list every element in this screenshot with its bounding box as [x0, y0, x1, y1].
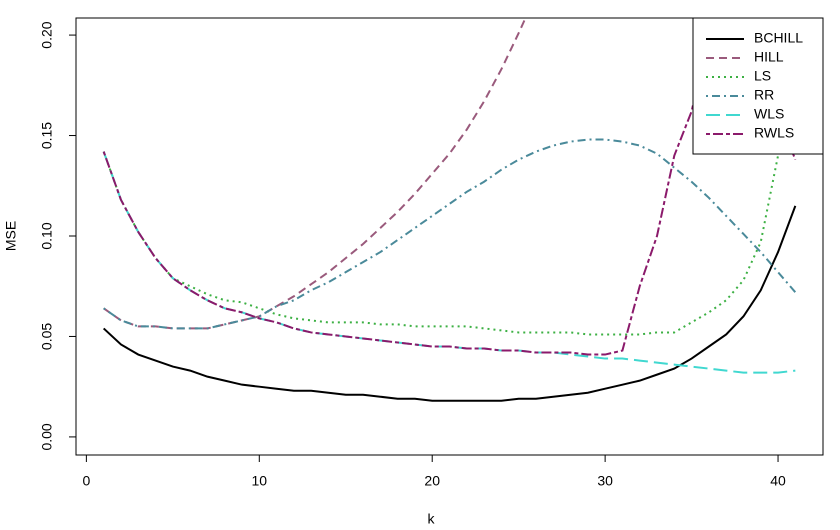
- series-line: [102, 75, 797, 336]
- series-line: [103, 18, 527, 330]
- y-axis-label: MSE: [3, 221, 19, 251]
- lines: [102, 18, 797, 402]
- y-tick-label: 0.10: [39, 222, 55, 249]
- x-tick-label: 40: [770, 473, 786, 489]
- series-line: [103, 138, 797, 330]
- legend-label: WLS: [754, 106, 784, 122]
- legend-label: HILL: [754, 49, 784, 65]
- x-tick-label: 20: [424, 473, 440, 489]
- y-tick-label: 0.15: [39, 122, 55, 149]
- x-tick-label: 10: [252, 473, 268, 489]
- y-tick-label: 0.00: [39, 423, 55, 450]
- series-line: [102, 18, 797, 356]
- legend-label: LS: [754, 68, 771, 84]
- x-tick-label: 30: [597, 473, 613, 489]
- y-tick-label: 0.05: [39, 323, 55, 350]
- legend-box: [692, 17, 824, 155]
- legend-label: BCHILL: [754, 30, 803, 46]
- series-line: [102, 205, 797, 402]
- legend-label: RWLS: [754, 125, 794, 141]
- x-axis-label: k: [428, 511, 436, 527]
- legend-label: RR: [754, 87, 774, 103]
- series-line: [102, 151, 796, 374]
- y-tick-label: 0.20: [39, 21, 55, 48]
- x-tick-label: 0: [82, 473, 90, 489]
